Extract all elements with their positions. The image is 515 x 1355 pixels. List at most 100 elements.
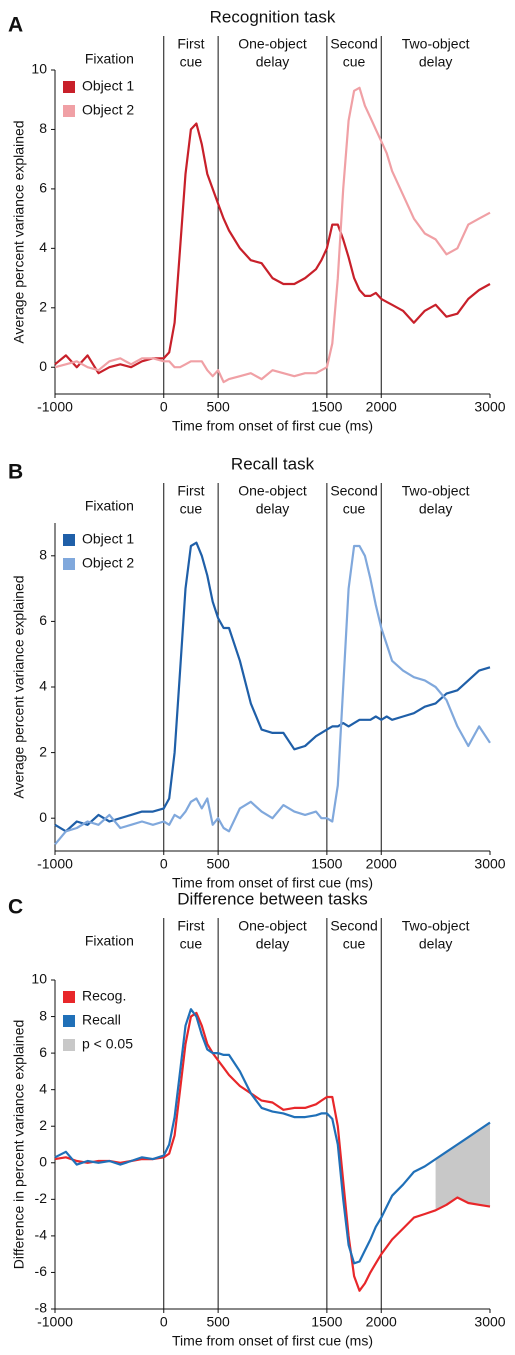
panel-letter: A xyxy=(8,14,23,37)
phase-label: delay xyxy=(419,501,452,517)
phase-label: Fixation xyxy=(85,51,134,67)
chart-title: Recall task xyxy=(231,454,315,473)
legend-label: Object 2 xyxy=(82,102,134,118)
x-tick-label: 1500 xyxy=(311,399,342,415)
x-tick-label: 500 xyxy=(206,856,230,872)
legend-swatch xyxy=(63,105,75,117)
x-tick-label: 0 xyxy=(160,399,168,415)
legend-label: Recall xyxy=(82,1012,121,1028)
phase-label: cue xyxy=(343,54,366,70)
y-axis-title: Average percent variance explained xyxy=(11,575,27,798)
phase-label: cue xyxy=(343,936,366,952)
x-tick-label: 3000 xyxy=(474,399,505,415)
x-tick-label: -1000 xyxy=(37,856,73,872)
phase-label: Second xyxy=(330,36,377,52)
y-tick-label: 10 xyxy=(31,61,47,77)
legend-swatch xyxy=(63,81,75,93)
panel-letter: B xyxy=(8,461,23,484)
panel: B Recall task Fixation First cue One-object de… xyxy=(8,454,506,890)
legend-label: Object 1 xyxy=(82,531,134,547)
x-tick-label: -1000 xyxy=(37,1314,73,1330)
y-tick-label: 2 xyxy=(39,299,47,315)
phase-label: delay xyxy=(256,501,289,517)
phase-label: delay xyxy=(256,54,289,70)
x-tick-label: 2000 xyxy=(366,856,397,872)
y-tick-label: 4 xyxy=(39,1080,47,1096)
phase-label: Second xyxy=(330,918,377,934)
x-tick-label: 1500 xyxy=(311,856,342,872)
y-tick-label: 8 xyxy=(39,547,47,563)
x-tick-label: 500 xyxy=(206,399,230,415)
phase-label: cue xyxy=(180,936,203,952)
chart-title: Recognition task xyxy=(210,7,336,26)
legend-label: Recog. xyxy=(82,988,126,1004)
phase-label: Two-object xyxy=(402,36,470,52)
data-line xyxy=(54,1011,491,1292)
panel: A Recognition task Fixation First cue One-obj… xyxy=(8,7,506,433)
x-tick-label: 3000 xyxy=(474,1314,505,1330)
phase-label: delay xyxy=(256,936,289,952)
phase-label: First xyxy=(177,918,204,934)
y-tick-label: -6 xyxy=(35,1263,48,1279)
legend-swatch xyxy=(63,991,75,1003)
x-tick-label: 0 xyxy=(160,1314,168,1330)
y-tick-label: -4 xyxy=(35,1227,48,1243)
y-tick-label: 0 xyxy=(39,358,47,374)
legend-swatch xyxy=(63,1039,75,1051)
x-axis-title: Time from onset of first cue (ms) xyxy=(172,875,373,891)
y-tick-label: 8 xyxy=(39,120,47,136)
y-tick-label: 4 xyxy=(39,239,47,255)
y-tick-label: 6 xyxy=(39,1044,47,1060)
panel: C Difference between tasks Fixation First cu… xyxy=(8,889,506,1348)
legend-label: Object 1 xyxy=(82,78,134,94)
x-tick-label: -1000 xyxy=(37,399,73,415)
y-tick-label: -8 xyxy=(35,1300,48,1316)
phase-label: First xyxy=(177,483,204,499)
legend-swatch xyxy=(63,558,75,570)
x-tick-label: 2000 xyxy=(366,399,397,415)
y-tick-label: 8 xyxy=(39,1007,47,1023)
y-tick-label: 0 xyxy=(39,1153,47,1169)
legend-swatch xyxy=(63,1015,75,1027)
phase-label: delay xyxy=(419,936,452,952)
y-axis-title: Average percent variance explained xyxy=(11,120,27,343)
phase-label: delay xyxy=(419,54,452,70)
y-tick-label: 2 xyxy=(39,743,47,759)
x-tick-label: 3000 xyxy=(474,856,505,872)
phase-label: Fixation xyxy=(85,933,134,949)
phase-label: First xyxy=(177,36,204,52)
legend-swatch xyxy=(63,534,75,546)
y-tick-label: -2 xyxy=(35,1190,48,1206)
y-tick-label: 2 xyxy=(39,1117,47,1133)
y-tick-label: 6 xyxy=(39,180,47,196)
phase-label: Second xyxy=(330,483,377,499)
y-tick-label: 6 xyxy=(39,612,47,628)
chart-title: Difference between tasks xyxy=(177,889,368,908)
phase-label: cue xyxy=(343,501,366,517)
significance-shade xyxy=(435,1122,490,1211)
x-axis-title: Time from onset of first cue (ms) xyxy=(172,1333,373,1349)
legend-label: Object 2 xyxy=(82,555,134,571)
x-tick-label: 500 xyxy=(206,1314,230,1330)
data-line xyxy=(54,86,491,384)
phase-label: Two-object xyxy=(402,918,470,934)
legend-label: p < 0.05 xyxy=(82,1036,133,1052)
x-tick-label: 1500 xyxy=(311,1314,342,1330)
data-line xyxy=(54,541,491,833)
phase-label: One-object xyxy=(238,36,307,52)
data-line xyxy=(54,122,491,375)
data-line xyxy=(54,544,491,846)
panel-letter: C xyxy=(8,896,23,919)
y-tick-label: 0 xyxy=(39,809,47,825)
y-tick-label: 4 xyxy=(39,678,47,694)
phase-label: Fixation xyxy=(85,498,134,514)
x-tick-label: 2000 xyxy=(366,1314,397,1330)
x-axis-title: Time from onset of first cue (ms) xyxy=(172,418,373,434)
phase-label: cue xyxy=(180,501,203,517)
y-axis-title: Difference in percent variance explained xyxy=(11,1020,27,1270)
data-line xyxy=(54,1008,491,1265)
y-tick-label: 10 xyxy=(31,971,47,987)
x-tick-label: 0 xyxy=(160,856,168,872)
phase-label: Two-object xyxy=(402,483,470,499)
